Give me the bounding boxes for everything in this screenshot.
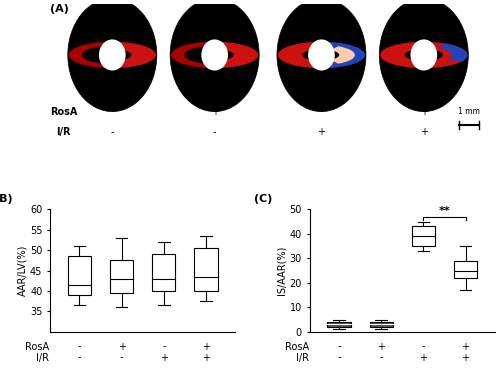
Text: (C): (C) <box>254 195 272 204</box>
FancyBboxPatch shape <box>454 261 477 278</box>
Text: -: - <box>78 352 81 363</box>
Text: -: - <box>110 107 114 116</box>
Text: (A): (A) <box>50 4 69 14</box>
Text: (B): (B) <box>0 195 13 204</box>
Wedge shape <box>68 42 112 68</box>
Ellipse shape <box>170 0 259 112</box>
Text: +: + <box>210 107 218 116</box>
Ellipse shape <box>308 40 335 70</box>
Text: +: + <box>318 127 326 137</box>
Text: -: - <box>110 127 114 137</box>
Wedge shape <box>171 42 214 68</box>
Text: I/R: I/R <box>56 127 70 137</box>
FancyBboxPatch shape <box>194 248 218 291</box>
FancyBboxPatch shape <box>328 322 350 327</box>
Text: +: + <box>420 107 428 116</box>
Text: **: ** <box>438 206 450 216</box>
Y-axis label: AAR/LV(%): AAR/LV(%) <box>17 245 27 296</box>
Text: -: - <box>320 107 323 116</box>
Wedge shape <box>380 42 468 68</box>
Text: -: - <box>422 342 425 352</box>
Text: -: - <box>120 352 124 363</box>
Text: -: - <box>338 352 341 363</box>
FancyBboxPatch shape <box>152 254 176 291</box>
Ellipse shape <box>68 0 157 112</box>
Text: RosA: RosA <box>50 107 77 116</box>
Wedge shape <box>330 46 355 64</box>
Ellipse shape <box>277 0 366 112</box>
Text: -: - <box>78 342 81 352</box>
Text: -: - <box>213 127 216 137</box>
Y-axis label: IS/AAR(%): IS/AAR(%) <box>277 246 287 295</box>
Text: +: + <box>160 352 168 363</box>
Wedge shape <box>322 42 365 68</box>
Text: -: - <box>338 342 341 352</box>
Text: RosA: RosA <box>284 342 308 352</box>
Text: +: + <box>462 342 469 352</box>
Wedge shape <box>214 42 258 68</box>
Text: +: + <box>420 127 428 137</box>
Text: I/R: I/R <box>36 352 49 363</box>
Text: +: + <box>202 352 210 363</box>
Text: I/R: I/R <box>296 352 308 363</box>
FancyBboxPatch shape <box>68 256 91 295</box>
Text: RosA: RosA <box>25 342 49 352</box>
Text: -: - <box>380 352 383 363</box>
FancyBboxPatch shape <box>412 227 435 246</box>
Text: +: + <box>118 342 126 352</box>
Ellipse shape <box>380 0 468 112</box>
Ellipse shape <box>202 40 228 70</box>
Text: +: + <box>202 342 210 352</box>
Wedge shape <box>438 43 468 61</box>
Text: +: + <box>462 352 469 363</box>
Ellipse shape <box>99 40 126 70</box>
Text: +: + <box>377 342 385 352</box>
Wedge shape <box>112 42 156 68</box>
Text: 1 mm: 1 mm <box>458 107 480 116</box>
Text: +: + <box>420 352 428 363</box>
Text: -: - <box>162 342 166 352</box>
FancyBboxPatch shape <box>370 322 393 327</box>
FancyBboxPatch shape <box>110 260 133 293</box>
Wedge shape <box>278 42 322 68</box>
Ellipse shape <box>410 40 437 70</box>
